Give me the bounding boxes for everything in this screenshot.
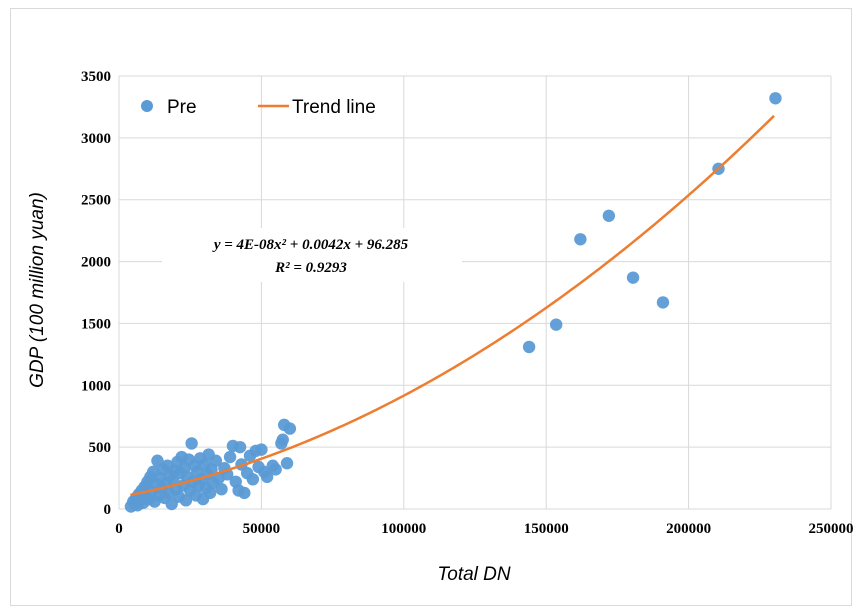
- data-point: [269, 463, 282, 476]
- y-tick-label: 2000: [81, 255, 111, 271]
- gridlines: [118, 75, 832, 510]
- data-point: [656, 296, 670, 309]
- x-tick-label: 0: [115, 521, 123, 537]
- legend: Pre Trend line: [141, 97, 376, 118]
- data-point: [522, 340, 536, 354]
- data-point: [280, 457, 294, 470]
- data-point: [215, 483, 228, 496]
- data-point: [246, 473, 260, 486]
- y-tick-label: 2500: [81, 193, 111, 209]
- y-axis-title: GDP (100 million yuan): [27, 192, 48, 388]
- legend-label-pre: Pre: [167, 97, 197, 118]
- r-squared-value: R² = 0.9293: [274, 260, 347, 276]
- data-point: [283, 422, 297, 435]
- x-tick-label: 200000: [666, 521, 711, 537]
- data-point: [209, 454, 223, 467]
- y-tick-label: 3000: [81, 131, 111, 147]
- y-tick-label: 0: [104, 502, 112, 518]
- data-point: [238, 486, 251, 500]
- equation-annotation: y = 4E-08x² + 0.0042x + 96.285 R² = 0.92…: [162, 228, 462, 282]
- legend-label-trend-line: Trend line: [292, 97, 376, 118]
- data-point: [574, 233, 587, 246]
- data-point: [233, 440, 247, 454]
- data-points: [124, 92, 782, 513]
- data-point: [255, 443, 268, 456]
- x-tick-label: 150000: [524, 521, 569, 537]
- data-point: [276, 433, 289, 446]
- x-tick-label: 250000: [809, 521, 854, 537]
- data-point: [223, 450, 237, 464]
- data-point: [260, 470, 274, 484]
- data-point: [185, 437, 198, 450]
- trend-line: [130, 114, 775, 497]
- tick-labels: 0 500 1000 1500 2000 2500 3000 3500 0 50000 100000…: [81, 69, 854, 537]
- y-tick-label: 3500: [81, 69, 111, 85]
- data-point: [769, 92, 782, 105]
- data-point: [203, 486, 217, 500]
- y-tick-label: 1500: [81, 316, 111, 332]
- trend-line-layer: [130, 114, 775, 497]
- x-tick-label: 100000: [381, 521, 426, 537]
- data-point: [549, 318, 563, 331]
- legend-marker-pre: [141, 100, 153, 112]
- equation-background: [162, 228, 462, 282]
- trend-equation: y = 4E-08x² + 0.0042x + 96.285: [212, 237, 409, 253]
- data-point: [626, 271, 640, 284]
- x-axis-title: Total DN: [437, 564, 510, 585]
- data-point: [179, 494, 193, 507]
- x-tick-label: 50000: [243, 521, 281, 537]
- data-point: [602, 209, 616, 222]
- y-tick-label: 500: [89, 440, 112, 456]
- y-tick-label: 1000: [81, 378, 111, 394]
